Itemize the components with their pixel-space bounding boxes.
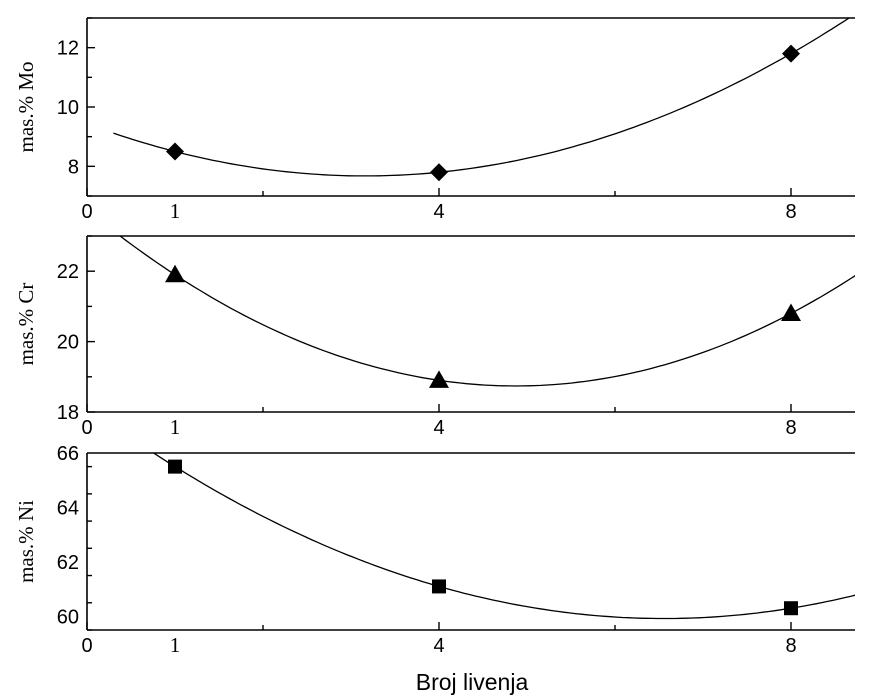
x-tick-label: 0: [81, 201, 92, 223]
x-tick-label: 0: [81, 417, 92, 439]
data-point-diamond: [782, 44, 800, 63]
data-point-triangle: [165, 264, 185, 283]
fit-curve: [119, 236, 855, 387]
y-axis-label: mas.% Ni: [14, 500, 38, 583]
x-category-label: 1: [170, 415, 181, 439]
y-tick-label: 8: [68, 156, 79, 178]
data-point-square: [784, 601, 798, 616]
y-axis-label: mas.% Cr: [14, 283, 38, 366]
data-point-square: [432, 579, 446, 594]
fit-curve: [113, 18, 851, 177]
y-tick-label: 20: [57, 332, 79, 354]
data-point-square: [168, 459, 182, 474]
x-tick-label: 4: [433, 201, 444, 223]
y-tick-label: 12: [57, 38, 79, 60]
fit-curve: [152, 453, 855, 620]
y-tick-label: 66: [57, 443, 79, 465]
panel-ni: 60 62 64 66 0 4 8 1 mas.% Ni: [14, 443, 855, 657]
x-axis-label: Broj livenja: [416, 669, 529, 695]
y-tick-label: 64: [57, 497, 79, 519]
data-point-triangle: [781, 303, 801, 321]
y-tick-label: 62: [57, 552, 79, 574]
y-tick-label: 60: [57, 606, 79, 628]
x-category-label: 1: [170, 633, 181, 657]
data-point-triangle: [429, 370, 449, 388]
y-tick-label: 10: [57, 97, 79, 119]
x-tick-label: 8: [785, 417, 796, 439]
y-axis-label: mas.% Mo: [14, 62, 38, 153]
x-tick-label: 8: [785, 201, 796, 223]
data-point-diamond: [430, 163, 448, 182]
data-point-diamond: [166, 142, 184, 161]
x-tick-label: 0: [81, 635, 92, 657]
panel-cr: 18 20 22 0 4 8 1 mas.% Cr: [14, 235, 855, 439]
x-tick-label: 4: [433, 417, 444, 439]
x-category-label: 1: [170, 199, 181, 223]
panel-mo: 8 10 12 0 4 8 1 mas.% Mo: [14, 17, 855, 223]
y-tick-label: 18: [57, 402, 79, 424]
y-tick-label: 22: [57, 261, 79, 283]
x-tick-label: 4: [433, 635, 444, 657]
x-tick-label: 8: [785, 635, 796, 657]
